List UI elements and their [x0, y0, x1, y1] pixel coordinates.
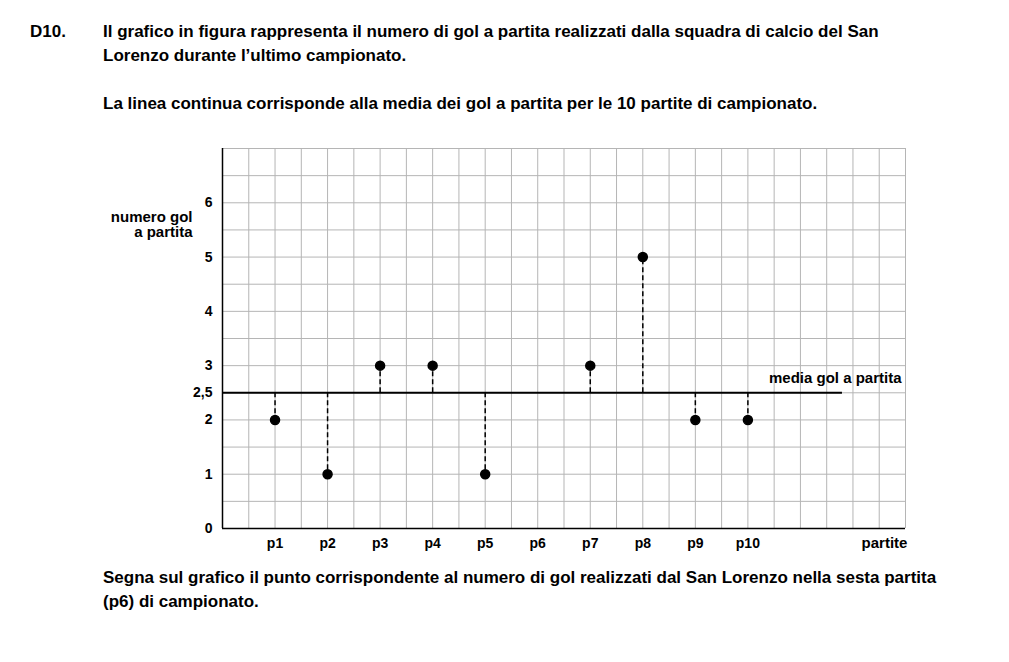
html-text:D10.: D10.	[30, 22, 66, 41]
svg-text:3: 3	[205, 357, 213, 373]
svg-text:6: 6	[205, 194, 213, 210]
svg-text:p2: p2	[319, 535, 336, 551]
svg-text:numero gola partita: numero gola partita	[111, 208, 193, 240]
svg-text:p5: p5	[477, 535, 494, 551]
svg-text:p1: p1	[267, 535, 284, 551]
svg-text:5: 5	[205, 249, 213, 265]
svg-text:partite: partite	[862, 534, 908, 551]
svg-text:p10: p10	[736, 535, 760, 551]
html-text:La linea continua corrisponde: La linea continua corrisponde alla media…	[103, 94, 818, 113]
html-text:Segna sul grafico il punto cor: Segna sul grafico il punto corrispondent…	[103, 568, 937, 611]
svg-text:p4: p4	[424, 535, 441, 551]
svg-text:0: 0	[205, 520, 213, 536]
svg-text:4: 4	[205, 303, 213, 319]
svg-text:2: 2	[205, 411, 213, 427]
html-text:Il grafico in figura rappresen: Il grafico in figura rappresenta il nume…	[103, 22, 879, 65]
svg-text:p3: p3	[372, 535, 389, 551]
svg-text:p9: p9	[687, 535, 704, 551]
svg-text:media gol a partita: media gol a partita	[769, 369, 902, 386]
svg-text:2,5: 2,5	[193, 384, 213, 400]
svg-text:1: 1	[205, 466, 213, 482]
svg-text:p7: p7	[582, 535, 599, 551]
svg-text:p8: p8	[635, 535, 652, 551]
svg-text:p6: p6	[530, 535, 547, 551]
